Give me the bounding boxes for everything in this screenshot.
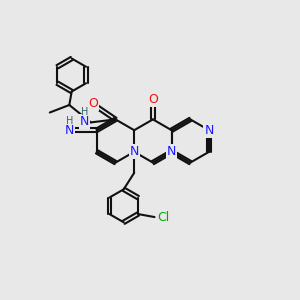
- Text: N: N: [204, 124, 214, 137]
- Text: H: H: [81, 107, 88, 117]
- Text: N: N: [65, 124, 74, 137]
- Text: N: N: [80, 115, 90, 128]
- Text: O: O: [148, 93, 158, 106]
- Text: Cl: Cl: [157, 211, 169, 224]
- Text: N: N: [130, 145, 139, 158]
- Text: H: H: [66, 116, 74, 126]
- Text: N: N: [167, 145, 176, 158]
- Text: O: O: [88, 97, 98, 110]
